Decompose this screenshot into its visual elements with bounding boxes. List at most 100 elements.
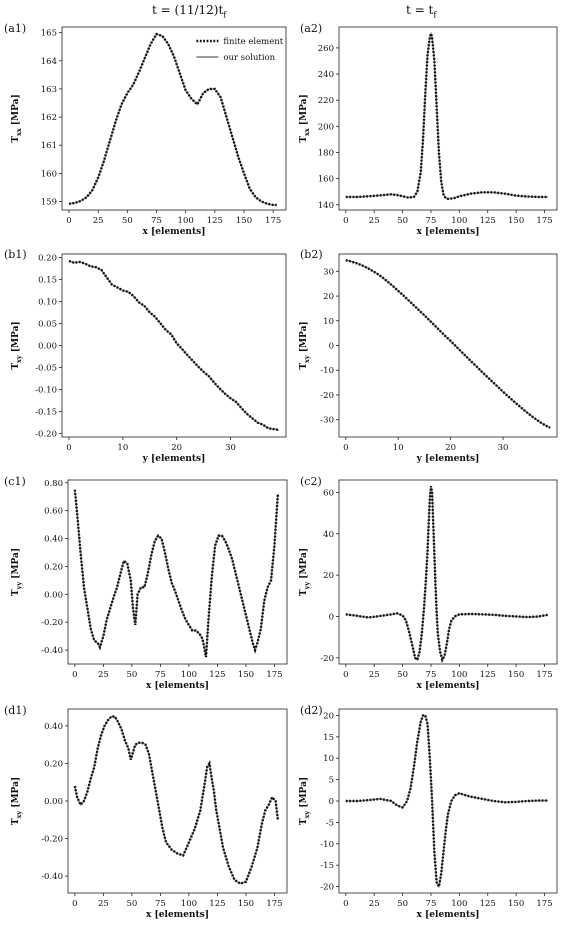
x-tick-label: 50 — [397, 670, 408, 680]
finite-element-line — [345, 259, 551, 429]
x-axis-label: x [elements] — [417, 681, 480, 691]
y-tick-label: 0 — [329, 342, 334, 352]
y-label-main: T — [299, 363, 309, 370]
x-tick-label: 175 — [266, 899, 282, 909]
x-tick-label: 0 — [66, 443, 71, 453]
y-label-main: T — [11, 818, 21, 825]
our-solution-line — [345, 259, 551, 429]
panel-c1: 0 25 50 75 100 125 150 175 0.80 0.60 0.40 0.20 0.00 -… — [4, 475, 288, 691]
x-tick-label: 75 — [155, 899, 166, 909]
x-tick-label: 25 — [98, 670, 109, 680]
y-label-unit: [MPa] — [11, 548, 21, 582]
y-tick-label: 200 — [318, 122, 334, 132]
y-axis-label: Txy [MPa] — [11, 321, 23, 369]
panel-a1: 0 25 50 75 100 125 150 175 159 160 161 162 163 164 165… — [4, 22, 287, 237]
x-tick-label: 150 — [238, 670, 254, 680]
y-label-sub: xy — [303, 355, 311, 363]
panel-label-b1: (b1) — [4, 248, 27, 261]
y-tick-label: 240 — [318, 70, 334, 80]
y-tick-label: -0.10 — [35, 385, 57, 395]
y-label-main: T — [299, 818, 309, 825]
y-tick-label: -0.40 — [41, 872, 63, 882]
x-tick-label: 25 — [369, 899, 380, 909]
our-solution-line — [345, 486, 549, 662]
y-label-main: T — [299, 136, 309, 143]
y-axis-label: Txy [MPa] — [11, 777, 23, 825]
y-tick-label: 20 — [323, 571, 334, 581]
x-tick-label: 125 — [209, 899, 225, 909]
x-tick-label: 175 — [266, 670, 282, 680]
y-axis-label: Tyy [MPa] — [11, 548, 23, 596]
y-tick-label: 162 — [41, 113, 57, 123]
y-label-unit: [MPa] — [11, 321, 21, 355]
x-tick-label: 50 — [126, 670, 137, 680]
x-tick-label: 150 — [508, 670, 524, 680]
y-tick-label: -15 — [320, 861, 334, 871]
y-label-main: T — [11, 136, 21, 143]
x-tick-label: 175 — [536, 216, 552, 226]
y-tick-label: 0.80 — [44, 479, 63, 489]
y-axis-label: Txx [MPa] — [299, 94, 311, 142]
x-tick-label: 10 — [117, 443, 128, 453]
x-tick-label: 50 — [122, 216, 133, 226]
x-tick-label: 175 — [265, 216, 281, 226]
y-tick-label: 0 — [329, 797, 334, 807]
y-tick-label: 0.10 — [38, 298, 57, 308]
finite-element-line — [345, 714, 548, 891]
y-label-main: T — [299, 589, 309, 596]
y-tick-label: 0.05 — [38, 320, 57, 330]
our-solution-line — [68, 33, 277, 206]
panel-label-b2: (b2) — [300, 248, 323, 261]
our-solution-line — [345, 31, 548, 200]
panel-label-d2: (d2) — [300, 704, 323, 717]
x-tick-label: 0 — [72, 899, 77, 909]
finite-element-line — [345, 485, 549, 664]
x-tick-label: 150 — [238, 899, 254, 909]
panel-d2: 0 25 50 75 100 125 150 17520151050-5-10-15-20x … — [299, 704, 558, 920]
y-tick-label: 165 — [41, 29, 57, 39]
y-tick-label: -0.05 — [35, 363, 57, 373]
legend-ours-label: our solution — [223, 53, 275, 63]
finite-element-line — [345, 29, 548, 201]
y-tick-label: 260 — [318, 44, 334, 54]
x-tick-label: 30 — [498, 443, 509, 453]
x-tick-label: 30 — [225, 443, 236, 453]
x-tick-label: 20 — [171, 443, 182, 453]
y-tick-label: 0.20 — [38, 254, 57, 264]
y-label-sub: xx — [303, 128, 311, 136]
x-tick-label: 75 — [426, 216, 437, 226]
our-solution-line — [74, 715, 279, 885]
x-tick-label: 10 — [393, 443, 404, 453]
x-tick-label: 25 — [369, 216, 380, 226]
y-label-unit: [MPa] — [299, 548, 309, 582]
y-tick-label: -20 — [320, 654, 334, 664]
panel-b1: 0 10 20 30 0.20 0.15 0.10 0.05 0.00 -0.05 -0.10 -0.… — [4, 248, 287, 464]
x-tick-label: 100 — [181, 899, 197, 909]
y-label-sub: yy — [303, 582, 311, 591]
right-column-title: t = tf — [406, 3, 437, 20]
finite-element-line — [73, 489, 280, 658]
x-tick-label: 125 — [480, 670, 496, 680]
x-tick-label: 20 — [445, 443, 456, 453]
y-tick-label: 10 — [323, 317, 334, 327]
x-tick-label: 25 — [369, 670, 380, 680]
x-axis-label: x [elements] — [143, 227, 206, 237]
y-axis-label: Txy [MPa] — [299, 321, 311, 369]
x-axis-label: y [elements] — [142, 454, 206, 464]
x-axis-label: y [elements] — [416, 454, 480, 464]
x-tick-label: 100 — [451, 899, 467, 909]
y-tick-label: 0.00 — [38, 342, 57, 352]
y-label-sub: xy — [303, 811, 311, 819]
x-tick-label: 125 — [207, 216, 223, 226]
panel-c2: 0 25 50 75 100 125 150 175 60 40 20 0 -20 x [elements… — [299, 475, 558, 691]
y-tick-label: 180 — [318, 148, 334, 158]
y-label-unit: [MPa] — [299, 777, 309, 811]
x-tick-label: 100 — [451, 216, 467, 226]
x-tick-label: 100 — [181, 670, 197, 680]
y-tick-label: 30 — [323, 267, 334, 277]
y-tick-label: -0.15 — [35, 407, 57, 417]
panel-label-a2: (a2) — [300, 22, 322, 35]
x-tick-label: 175 — [536, 670, 552, 680]
x-tick-label: 0 — [72, 670, 77, 680]
x-tick-label: 100 — [178, 216, 194, 226]
